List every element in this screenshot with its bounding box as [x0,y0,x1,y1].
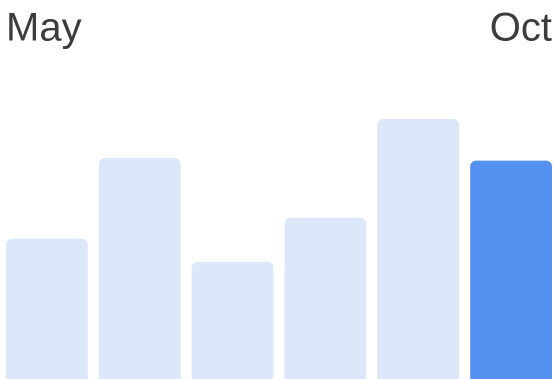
bar [377,119,460,379]
x-label: Oct [490,6,552,50]
bar [191,262,274,379]
bar [470,160,552,379]
x-label: May [6,6,82,50]
bar [6,238,88,379]
bar [284,217,367,379]
bar [98,158,181,379]
